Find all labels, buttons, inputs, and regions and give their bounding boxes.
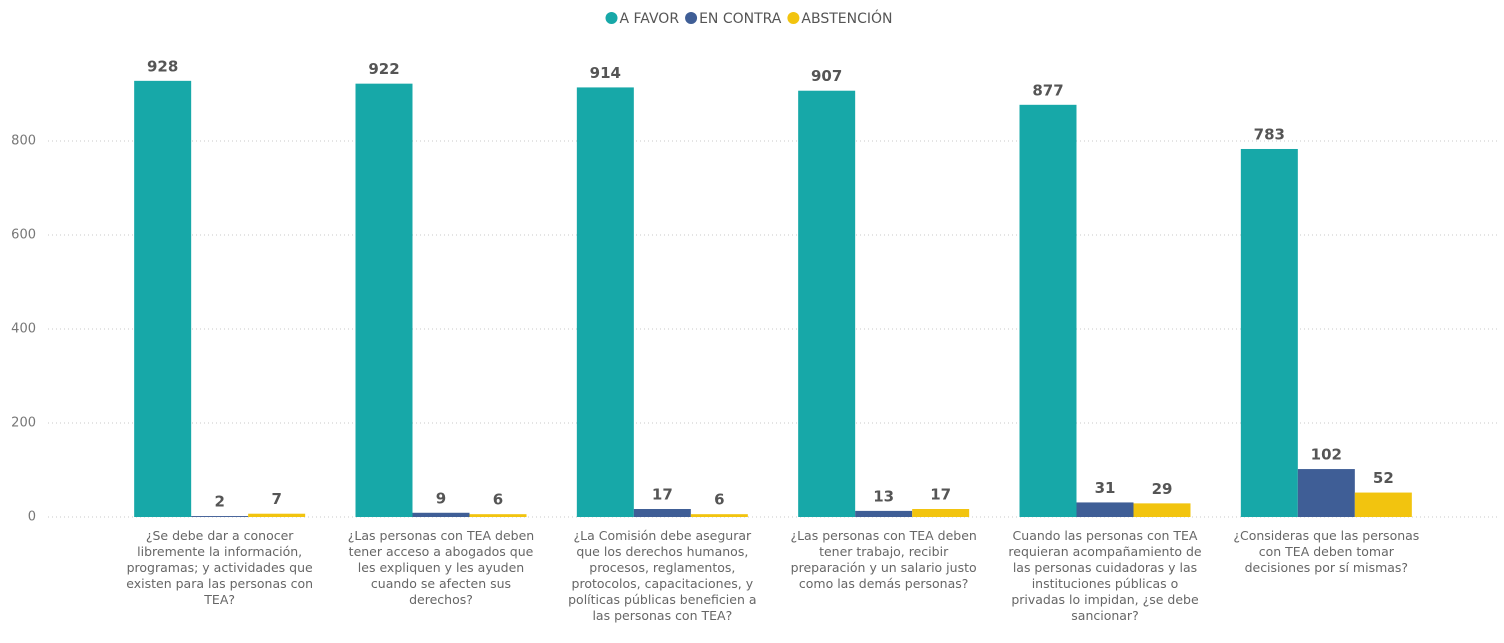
data-label: 907 (811, 67, 842, 85)
data-label: 2 (214, 493, 224, 511)
bar (1240, 148, 1298, 518)
bar (690, 514, 748, 517)
bar (1076, 502, 1134, 517)
data-label: 13 (873, 487, 894, 505)
bar (1019, 104, 1077, 517)
bar (191, 516, 249, 517)
y-tick-label: 200 (11, 416, 36, 431)
data-label: 783 (1254, 125, 1285, 143)
data-label: 914 (590, 64, 621, 82)
data-label: 17 (652, 486, 673, 504)
data-label: 928 (147, 57, 178, 75)
bar (1354, 492, 1412, 517)
legend-marker (685, 12, 698, 24)
x-tick-label: ¿La Comisión debe asegurar que los derec… (568, 528, 757, 623)
y-tick-label: 800 (11, 134, 36, 149)
data-label: 877 (1032, 81, 1063, 99)
legend-label: EN CONTRA (699, 11, 782, 27)
data-label: 31 (1095, 479, 1116, 497)
legend-label: A FAVOR (620, 11, 680, 27)
bar (248, 513, 306, 517)
y-tick-label: 400 (11, 322, 36, 337)
legend-marker (605, 12, 618, 24)
bar (912, 509, 970, 517)
data-label: 102 (1311, 446, 1342, 464)
data-label: 29 (1152, 480, 1173, 498)
data-label: 9 (436, 489, 446, 507)
data-label: 922 (368, 60, 399, 78)
bar (855, 510, 913, 517)
bar (576, 87, 634, 518)
y-tick-label: 0 (28, 510, 36, 525)
legend-label: ABSTENCIÓN (801, 9, 892, 27)
data-label: 52 (1373, 469, 1394, 487)
legend-marker (787, 12, 800, 24)
data-label: 17 (930, 486, 951, 504)
x-tick-label: Cuando las personas con TEA requieran ac… (1008, 528, 1202, 623)
x-tick-label: ¿Las personas con TEA deben tener trabaj… (790, 528, 977, 591)
x-tick-label: ¿Se debe dar a conocer libremente la inf… (126, 528, 314, 607)
data-label: 6 (493, 491, 503, 509)
bar (1297, 469, 1355, 517)
bar (412, 512, 470, 517)
data-label: 7 (271, 490, 281, 508)
data-label: 6 (714, 491, 724, 509)
x-tick-label: ¿Las personas con TEA deben tener acceso… (347, 528, 535, 607)
y-tick-label: 600 (11, 228, 36, 243)
bar (134, 80, 192, 517)
bar (798, 90, 856, 518)
bar (1133, 503, 1191, 517)
bar (469, 514, 527, 517)
bar (633, 509, 691, 517)
x-tick-label: ¿Consideras que las personas con TEA deb… (1233, 528, 1420, 575)
bar (355, 83, 413, 517)
